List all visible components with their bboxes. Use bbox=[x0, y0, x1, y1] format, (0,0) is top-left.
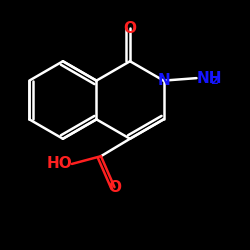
Text: HO: HO bbox=[46, 156, 72, 172]
Text: NH: NH bbox=[196, 70, 222, 86]
Text: 2: 2 bbox=[210, 76, 218, 86]
Text: O: O bbox=[124, 21, 136, 36]
Text: N: N bbox=[157, 73, 170, 88]
Text: O: O bbox=[108, 180, 121, 195]
